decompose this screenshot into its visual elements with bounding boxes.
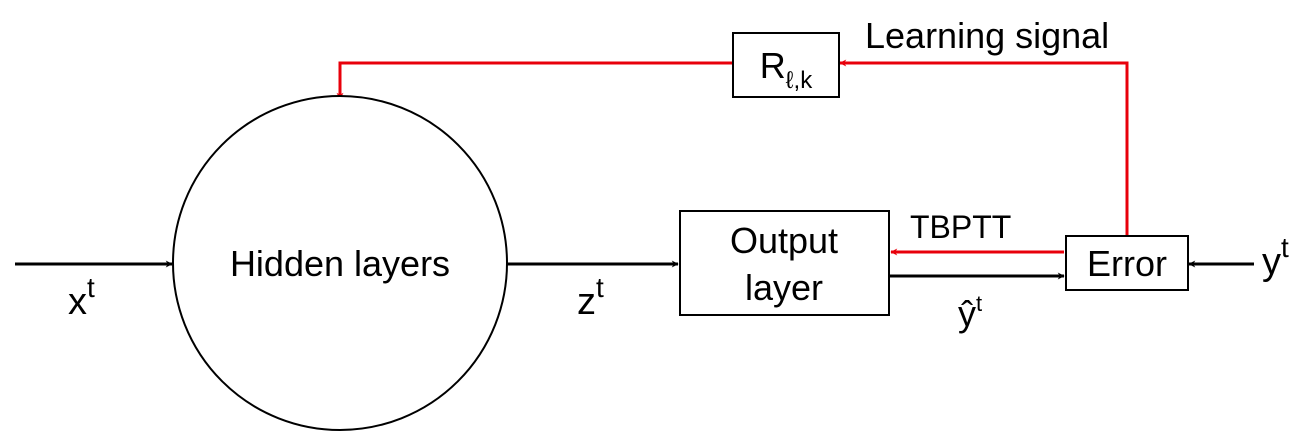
error-label: Error [1087, 243, 1167, 284]
output-layer-label-line1: Output [730, 220, 838, 261]
r-subscript: ℓ,k [786, 67, 813, 94]
learning-signal-arrow [839, 59, 1129, 236]
learning-signal-label: Learning signal [865, 15, 1109, 56]
yhat-base: ŷ [958, 293, 976, 334]
z-superscript: t [596, 272, 604, 303]
x-superscript: t [87, 272, 95, 303]
r-label: Rℓ,k [760, 45, 813, 94]
z-label: zt [577, 272, 604, 323]
y-base: y [1262, 241, 1281, 283]
y-label: yt [1262, 232, 1289, 283]
yhat-label: ŷt [958, 291, 982, 334]
output-layer-label-line2: layer [745, 267, 823, 308]
y-superscript: t [1281, 232, 1289, 263]
yhat-superscript: t [976, 291, 982, 316]
error-node: Error [1065, 235, 1189, 291]
r-node: Rℓ,k [732, 32, 840, 98]
tbptt-label: TBPTT [910, 209, 1011, 245]
output-layer-node: Output layer [679, 210, 890, 316]
r-to-hidden-arrow [336, 61, 732, 100]
r-base: R [760, 45, 786, 86]
z-base: z [577, 281, 596, 323]
x-base: x [68, 281, 87, 323]
hidden-layers-label: Hidden layers [230, 243, 450, 284]
x-label: xt [68, 272, 95, 323]
hidden-layers-node: Hidden layers [172, 95, 508, 431]
